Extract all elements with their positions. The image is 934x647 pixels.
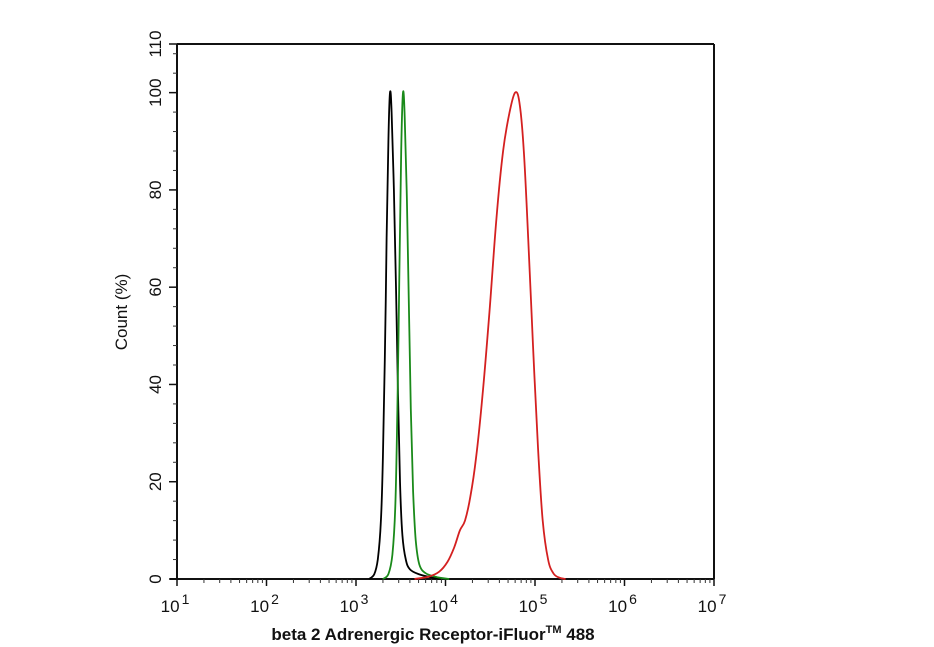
x-axis-title-tail: 488 — [562, 625, 595, 644]
x-tick-label: 10 4 — [429, 591, 458, 616]
y-tick-label: 80 — [146, 180, 165, 199]
x-axis-title: beta 2 Adrenergic Receptor-iFluorTM 488 — [271, 624, 594, 644]
plot-frame — [170, 43, 715, 580]
y-tick-label: 60 — [146, 278, 165, 297]
y-axis-ticks: 0 20 40 60 80 100 110 — [146, 30, 177, 584]
curve-series-1 — [382, 90, 450, 580]
x-tick-label: 10 1 — [161, 591, 190, 616]
x-axis-ticks: 10 1 10 2 10 3 10 4 10 5 10 6 10 7 — [161, 579, 727, 616]
x-axis-title-main: beta 2 Adrenergic Receptor-iFluor — [271, 625, 546, 644]
x-tick-label: 10 2 — [250, 591, 279, 616]
x-axis-title-trademark: TM — [546, 624, 562, 636]
x-tick-label: 10 6 — [608, 591, 637, 616]
curve-series-2 — [414, 91, 566, 580]
x-tick-label: 10 3 — [340, 591, 369, 616]
y-tick-label: 0 — [146, 574, 165, 583]
y-tick-label: 110 — [146, 30, 165, 57]
y-tick-label: 100 — [146, 78, 165, 106]
y-tick-label: 40 — [146, 375, 165, 394]
x-tick-label: 10 7 — [698, 591, 727, 616]
y-axis-title: Count (%) — [112, 274, 131, 351]
histogram-curves — [368, 90, 566, 580]
curve-series-0 — [368, 90, 442, 580]
x-tick-label: 10 5 — [519, 591, 548, 616]
y-tick-label: 20 — [146, 472, 165, 491]
